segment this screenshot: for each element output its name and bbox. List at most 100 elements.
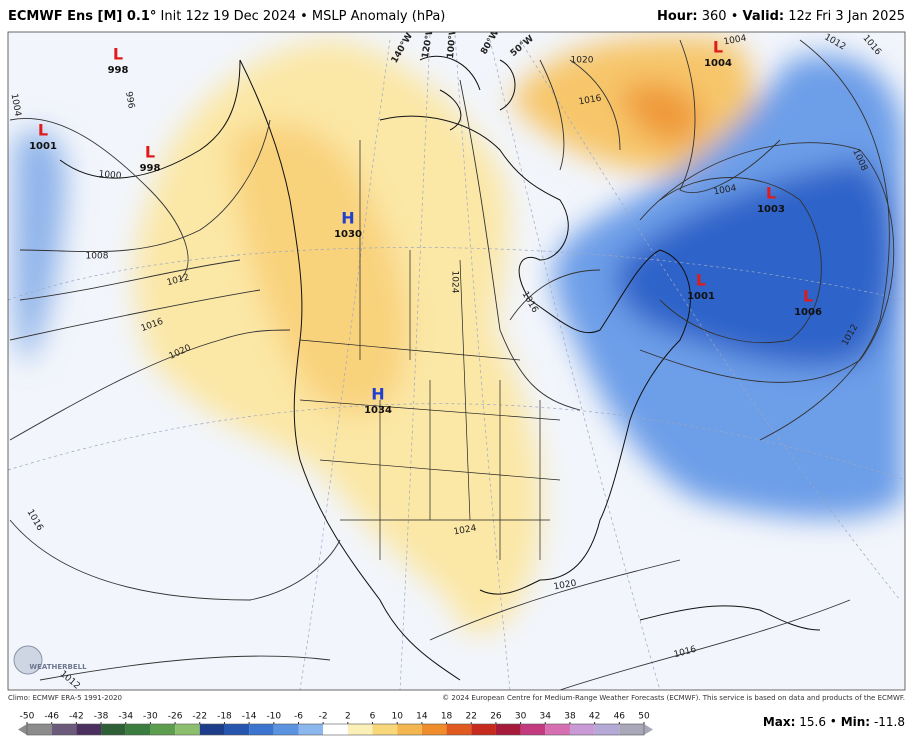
colorbar-segment: [27, 724, 52, 735]
contour-label: 1004: [723, 34, 748, 48]
init: Init 12z 19 Dec 2024 • MSLP Anomaly (hPa…: [161, 9, 446, 24]
contour-label: 996: [123, 91, 136, 110]
contour-label: 1020: [571, 56, 594, 66]
colorbar-tick-label: -22: [192, 712, 207, 722]
colorbar-segment: [224, 724, 250, 735]
center-kind: L: [113, 45, 123, 64]
colorbar-tick-label: 10: [391, 712, 403, 722]
colorbar-tick-label: -14: [242, 712, 257, 722]
colorbar-segment: [421, 724, 447, 735]
contour-label: 1024: [453, 524, 478, 538]
center-pressure: 998: [108, 65, 129, 76]
colorbar-tick-label: 18: [441, 712, 453, 722]
hour: 360 •: [702, 9, 739, 24]
colorbar: -50 -46 -42 -38 -34 -30 -26 -22 -18 -14 -10 -6 -2 2 6 1…: [18, 712, 653, 736]
colorbar-segment: [249, 724, 274, 735]
colorbar-segment: [495, 724, 521, 735]
center-pressure: 1034: [364, 405, 392, 416]
colorbar-end: [644, 724, 653, 735]
colorbar-tick-label: 30: [515, 712, 527, 722]
colorbar-end: [18, 724, 27, 735]
colorbar-segment: [372, 724, 398, 735]
colorbar-segment: [397, 724, 422, 735]
colorbar-tick-label: -26: [168, 712, 183, 722]
coastlines: [59, 55, 821, 681]
logo-text: WEATHERBELL: [29, 663, 87, 671]
borders: [299, 140, 561, 560]
colorbar-segment: [199, 724, 225, 735]
center-kind: H: [371, 385, 384, 404]
colorbar-tick-label: 42: [589, 712, 600, 722]
min-value: -11.8: [874, 715, 905, 729]
max-label: Max:: [763, 715, 796, 729]
hour-label: Hour:: [657, 9, 698, 24]
max-value: 15.6: [799, 715, 826, 729]
center-pressure: 1030: [334, 229, 362, 240]
colorbar-tick-label: -2: [319, 712, 328, 722]
header-model: ECMWF Ens [M] 0.1° Init 12z 19 Dec 2024 …: [8, 9, 445, 24]
center-kind: L: [38, 121, 48, 140]
center-pressure: 1004: [704, 58, 732, 69]
colorbar-tick-label: -38: [94, 712, 109, 722]
longitude-label: 100°W: [446, 25, 459, 59]
colorbar-tick-label: 22: [466, 712, 477, 722]
colorbar-segment: [150, 724, 176, 735]
positive-anomaly-core: [230, 123, 407, 414]
colorbar-tick-label: -30: [143, 712, 158, 722]
colorbar-segment: [347, 724, 373, 735]
center-kind: L: [696, 271, 706, 290]
colorbar-tick-label: -18: [217, 712, 232, 722]
contour-label: 1024: [450, 271, 460, 294]
colorbar-segment: [520, 724, 546, 735]
colorbar-segment: [51, 724, 77, 735]
colorbar-segment: [175, 724, 200, 735]
colorbar-segment: [125, 724, 151, 735]
colorbar-tick-label: 50: [638, 712, 650, 722]
center-pressure: 1006: [794, 307, 822, 318]
colorbar-tick-label: 26: [490, 712, 502, 722]
valid: 12z Fri 3 Jan 2025: [788, 9, 905, 24]
colorbar-segment: [101, 724, 126, 735]
center-pressure: 1001: [687, 291, 715, 302]
colorbar-tick-label: -42: [69, 712, 84, 722]
center-kind: H: [341, 209, 354, 228]
colorbar-frame: [26, 723, 645, 736]
colorbar-segment: [298, 724, 324, 735]
center-kind: L: [713, 38, 723, 57]
colorbar-tick-label: -34: [118, 712, 133, 722]
colorbar-segment: [273, 724, 299, 735]
contour-label: 1004: [713, 184, 738, 198]
contour-label: 1004: [9, 93, 23, 118]
logo-globe: [13, 645, 43, 675]
contour-label: 1020: [553, 579, 578, 593]
colorbar-tick-label: 14: [416, 712, 428, 722]
max-min: Max: 15.6 • Min: -11.8: [763, 715, 905, 729]
contour-label: 1016: [578, 94, 603, 108]
center-kind: L: [145, 143, 155, 162]
center-kind: L: [803, 287, 813, 306]
colorbar-tick-label: 2: [345, 712, 351, 722]
header-valid: Hour: 360 • Valid: 12z Fri 3 Jan 2025: [657, 9, 905, 24]
colorbar-tick-label: 6: [370, 712, 376, 722]
colorbar-segment: [471, 724, 496, 735]
center-pressure: 1001: [29, 141, 57, 152]
center-pressure: 998: [140, 163, 161, 174]
logo: WEATHERBELL: [13, 645, 87, 675]
colorbar-tick-label: 34: [540, 712, 552, 722]
map-frame: [7, 31, 906, 691]
isobars: [9, 39, 895, 690]
colorbar-segment: [446, 724, 472, 735]
climo-note: Climo: ECMWF ERA-5 1991-2020: [8, 694, 122, 702]
valid-label: Valid:: [743, 9, 785, 24]
copyright: © 2024 European Centre for Medium-Range …: [442, 694, 905, 702]
greenland-anomaly-core: [620, 82, 702, 145]
colorbar-tick-label: -50: [20, 712, 35, 722]
colorbar-tick-label: -10: [266, 712, 281, 722]
colorbar-tick-label: -6: [294, 712, 303, 722]
negative-anomaly-core: [616, 160, 894, 367]
colorbar-segment: [619, 724, 644, 735]
pacific-anomaly: [13, 130, 66, 361]
